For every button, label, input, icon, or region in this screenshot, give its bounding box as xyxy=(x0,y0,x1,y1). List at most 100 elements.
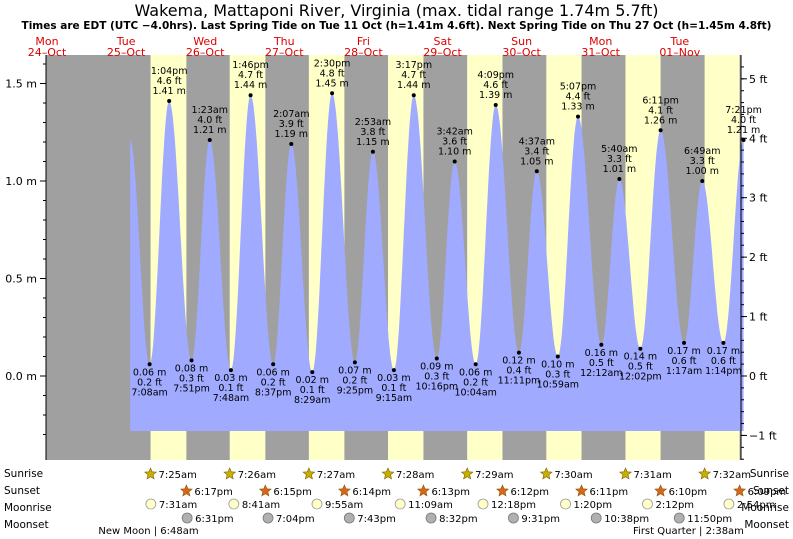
moonrise-icon xyxy=(642,498,653,510)
tide-label-6-label_ft: 0.2 ft xyxy=(261,377,286,388)
sunrise-star-icon xyxy=(539,467,553,480)
tide-label-25-time: 6:11pm xyxy=(642,95,679,106)
tide-label-10-time: 9:25pm xyxy=(337,385,374,396)
tide-label-22-label_ft: 0.5 ft xyxy=(589,358,614,369)
moonrise-icon xyxy=(477,498,489,510)
moonset-icon xyxy=(590,512,602,524)
day-name-6: Sun xyxy=(511,35,532,48)
tide-point-26 xyxy=(682,340,687,345)
tide-label-6-time: 8:37pm xyxy=(255,387,292,398)
tide-label-9-time: 2:30pm xyxy=(314,58,351,69)
tide-label-8-time: 8:29am xyxy=(294,395,330,406)
tide-label-8-label_ft: 0.1 ft xyxy=(300,385,325,396)
tide-label-13-label_ft: 4.7 ft xyxy=(401,70,426,81)
tide-point-14 xyxy=(434,356,439,361)
tide-point-2 xyxy=(189,358,194,363)
tide-label-4-label_ft: 0.1 ft xyxy=(218,383,243,394)
tide-label-26-label_m: 0.17 m xyxy=(667,346,700,357)
sunrise-time-0: 7:25am xyxy=(159,470,197,481)
tide-point-12 xyxy=(391,368,396,373)
sunset-time-4: 6:12pm xyxy=(510,487,549,498)
tide-label-23-time: 5:40am xyxy=(601,144,637,155)
moonrise-icon xyxy=(311,498,323,510)
tide-label-24-time: 12:02pm xyxy=(619,372,662,383)
tide-point-24 xyxy=(638,346,643,351)
sunset-time-6: 6:10pm xyxy=(669,487,708,498)
tide-label-16-label_m: 0.06 m xyxy=(459,367,492,378)
left-tick-label-1: 0.5 m xyxy=(5,273,37,286)
sunrise-row-label-left: Sunrise xyxy=(4,468,44,480)
right-tick-label-1: 0 ft xyxy=(749,370,768,383)
day-date-2: 26–Oct xyxy=(186,46,225,59)
moonset-row-label-left: Moonset xyxy=(4,519,49,531)
tide-label-19-label_m: 1.05 m xyxy=(520,156,553,167)
right-tick-label-5: 4 ft xyxy=(749,132,768,145)
tide-point-11 xyxy=(370,149,375,154)
tide-label-14-time: 10:16pm xyxy=(415,381,458,392)
tide-point-7 xyxy=(289,141,294,146)
tide-label-9-label_m: 1.45 m xyxy=(315,78,348,89)
day-name-0: Mon xyxy=(35,35,58,48)
moonrise-row-label-left: Moonrise xyxy=(4,502,52,514)
sunrise-star-icon xyxy=(460,467,474,480)
tide-point-29 xyxy=(741,138,746,143)
tide-label-27-label_ft: 3.3 ft xyxy=(690,156,715,167)
sunrise-star-icon xyxy=(302,467,316,480)
moonrise-icon xyxy=(394,498,406,510)
tide-label-2-time: 7:51pm xyxy=(173,383,210,394)
tide-point-23 xyxy=(617,177,622,182)
moonset-icon xyxy=(343,512,355,524)
tide-point-10 xyxy=(352,360,357,365)
moonset-icon xyxy=(262,512,274,524)
day-name-5: Sat xyxy=(433,35,452,48)
tide-label-16-label_ft: 0.2 ft xyxy=(463,377,488,388)
tide-label-26-time: 1:17am xyxy=(666,366,702,377)
tide-label-24-label_ft: 0.5 ft xyxy=(628,362,653,373)
sunset-star-icon xyxy=(496,484,509,497)
right-tick-label-3: 2 ft xyxy=(749,251,768,264)
tide-label-1-label_m: 1.41 m xyxy=(152,86,185,97)
tide-label-15-time: 3:42am xyxy=(436,127,472,138)
right-tick-label-0: −1 ft xyxy=(749,429,777,442)
tide-label-1-label_ft: 4.6 ft xyxy=(157,76,182,87)
tide-label-0-time: 7:08am xyxy=(131,387,167,398)
tide-label-12-label_ft: 0.1 ft xyxy=(381,383,406,394)
tide-label-6-label_m: 0.06 m xyxy=(256,367,289,378)
sunrise-time-1: 7:26am xyxy=(238,470,276,481)
right-tick-label-6: 5 ft xyxy=(749,73,768,86)
tide-label-26-label_ft: 0.6 ft xyxy=(672,356,697,367)
tide-label-5-label_m: 1.44 m xyxy=(234,80,267,91)
tide-label-8-label_m: 0.02 m xyxy=(296,375,329,386)
moonrise-time-2: 9:55am xyxy=(325,500,363,511)
sunrise-time-5: 7:30am xyxy=(554,470,592,481)
sunset-row-label-right: Sunset xyxy=(752,485,789,497)
tide-point-3 xyxy=(207,138,212,143)
tide-label-11-label_ft: 3.8 ft xyxy=(360,127,385,138)
tide-label-28-label_ft: 0.6 ft xyxy=(711,356,736,367)
day-name-8: Tue xyxy=(669,35,689,48)
tide-label-18-time: 11:11pm xyxy=(498,376,541,387)
tide-label-29-time: 7:21pm xyxy=(725,105,762,116)
sunset-row-label-left: Sunset xyxy=(4,485,41,497)
day-name-4: Fri xyxy=(357,35,370,48)
sunset-time-1: 6:15pm xyxy=(273,487,312,498)
tide-label-2-label_ft: 0.3 ft xyxy=(179,373,204,384)
tide-label-1-time: 1:04pm xyxy=(151,66,188,77)
moonrise-time-7: 2:54pm xyxy=(737,500,776,511)
tide-label-7-label_m: 1.19 m xyxy=(275,129,308,140)
day-date-8: 01–Nov xyxy=(659,46,700,59)
moon-phase-1: First Quarter | 2:38am xyxy=(633,526,744,537)
moonrise-time-5: 1:20pm xyxy=(574,500,613,511)
tide-point-25 xyxy=(658,128,663,133)
day-date-4: 28–Oct xyxy=(344,46,383,59)
tide-label-17-label_ft: 4.6 ft xyxy=(483,80,508,91)
tide-label-16-time: 10:04am xyxy=(454,387,496,398)
moonrise-time-0: 7:31am xyxy=(159,500,197,511)
tide-label-10-label_m: 0.07 m xyxy=(338,365,371,376)
tide-label-14-label_m: 0.09 m xyxy=(420,361,453,372)
tide-label-0-label_ft: 0.2 ft xyxy=(137,377,162,388)
tide-label-14-label_ft: 0.3 ft xyxy=(424,371,449,382)
chart-title: Wakema, Mattaponi River, Virginia (max. … xyxy=(134,1,659,20)
